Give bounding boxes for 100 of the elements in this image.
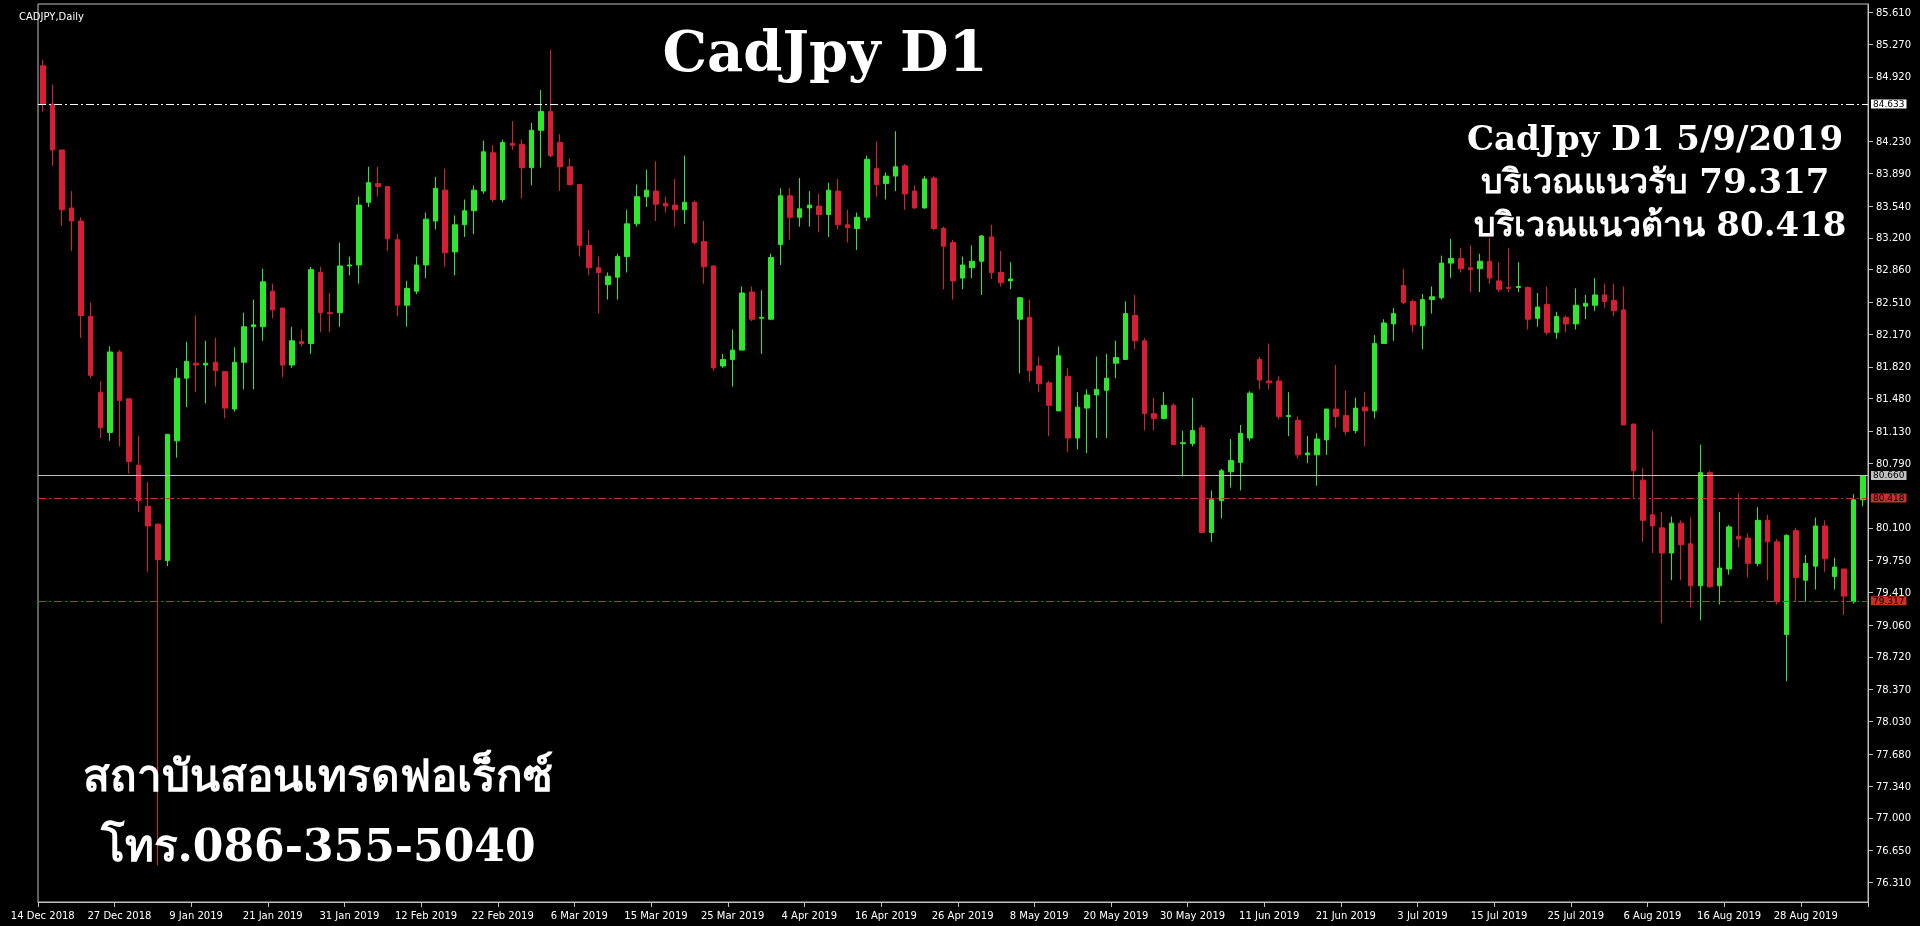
candlestick [1765, 514, 1770, 581]
y-tick-label: 84.920 [1876, 71, 1911, 83]
candlestick [605, 271, 611, 301]
candlestick [826, 182, 831, 238]
candlestick [1305, 435, 1310, 464]
candlestick [1094, 356, 1099, 439]
candlestick [557, 133, 563, 192]
candlestick [40, 59, 46, 113]
candlestick [59, 149, 65, 227]
candlestick [88, 301, 93, 379]
y-tick-label: 82.510 [1876, 296, 1911, 308]
y-tick-label: 84.230 [1876, 136, 1911, 148]
candlestick [1056, 345, 1061, 412]
candlestick [1343, 389, 1349, 436]
candlestick [500, 139, 505, 203]
candlestick [1084, 388, 1090, 454]
candlestick [1247, 390, 1253, 442]
candlestick [1180, 430, 1186, 477]
candlestick [1592, 277, 1598, 312]
candlestick [1554, 311, 1559, 340]
candlestick [1707, 470, 1713, 589]
candlestick [960, 256, 965, 290]
candlestick [375, 166, 381, 198]
candlestick [385, 185, 390, 252]
candlestick [471, 184, 477, 235]
candlestick [423, 212, 429, 279]
y-tick-label: 78.370 [1876, 684, 1911, 696]
candlestick [1477, 253, 1483, 293]
candlestick [519, 139, 525, 200]
candlestick [1832, 557, 1837, 591]
candlestick [222, 371, 228, 419]
y-tick-label: 83.890 [1876, 167, 1911, 179]
candlestick [1813, 517, 1818, 591]
candlestick [1573, 287, 1579, 331]
candlestick [577, 184, 582, 258]
candlestick [1008, 261, 1013, 290]
ref-line-label: 84.633 [1873, 99, 1905, 110]
candlestick [969, 244, 975, 279]
candlestick [356, 196, 362, 285]
candlestick [107, 345, 113, 442]
ref-line-label: 79.317 [1873, 595, 1905, 606]
y-tick-label: 76.310 [1876, 876, 1911, 888]
candlestick [126, 398, 132, 475]
y-tick-label: 78.030 [1876, 715, 1911, 727]
x-tick-label: 8 May 2019 [1009, 909, 1069, 921]
candlestick [404, 280, 410, 328]
candlestick [912, 184, 917, 210]
candlestick [1678, 519, 1684, 581]
candlestick [1611, 283, 1617, 317]
candlestick [854, 212, 860, 251]
candlestick [347, 256, 352, 276]
annotation: บริเวณแนวต้าน 80.418 [1473, 204, 1847, 244]
candlestick [145, 481, 151, 573]
candlestick [1324, 408, 1329, 456]
candlestick [1793, 527, 1799, 603]
candlestick [797, 177, 802, 228]
candlestick [922, 175, 927, 210]
x-tick-label: 21 Jan 2019 [242, 909, 303, 921]
candlestick [1046, 380, 1052, 437]
y-tick-label: 77.340 [1876, 780, 1911, 792]
candlestick [1525, 286, 1531, 331]
x-tick-label: 11 Jun 2019 [1239, 909, 1300, 921]
candlestick [902, 163, 908, 211]
candlestick [1784, 533, 1789, 682]
candlestick [203, 340, 208, 404]
candlestick [433, 176, 438, 230]
candlestick [941, 226, 946, 290]
candlestick [481, 140, 486, 195]
annotation: CadJpy D1 5/9/2019 [1466, 118, 1844, 158]
candlestick [1669, 516, 1674, 581]
x-tick-label: 3 Jul 2019 [1397, 909, 1448, 921]
x-tick-label: 6 Aug 2019 [1623, 909, 1682, 921]
candlestick [1841, 568, 1847, 616]
candlestick [1650, 430, 1655, 554]
candlestick [442, 168, 448, 268]
candlestick [241, 312, 247, 390]
candlestick [1353, 397, 1358, 434]
y-tick-label: 78.720 [1876, 651, 1911, 663]
candlestick [845, 209, 850, 244]
candlestick [1621, 286, 1626, 426]
candlestick [1496, 261, 1502, 293]
candlestick [1219, 468, 1224, 519]
candlestick [280, 307, 285, 378]
candlestick [1065, 367, 1071, 453]
candlestick [1803, 554, 1808, 603]
x-tick-label: 4 Apr 2019 [781, 909, 838, 921]
candlestick [701, 220, 707, 285]
candlestick [98, 380, 103, 439]
x-tick-label: 6 Mar 2019 [550, 909, 608, 921]
candlestick [1544, 286, 1550, 336]
candlestick [807, 190, 812, 228]
candlestick [1429, 286, 1435, 315]
candlestick [1391, 307, 1396, 342]
candlestick [251, 299, 256, 390]
y-tick-label: 81.820 [1876, 361, 1911, 373]
candlestick [1420, 293, 1425, 350]
candlestick [787, 187, 793, 241]
candlestick [1333, 364, 1339, 429]
candlestick [1132, 294, 1138, 350]
candlestick [1017, 296, 1023, 374]
